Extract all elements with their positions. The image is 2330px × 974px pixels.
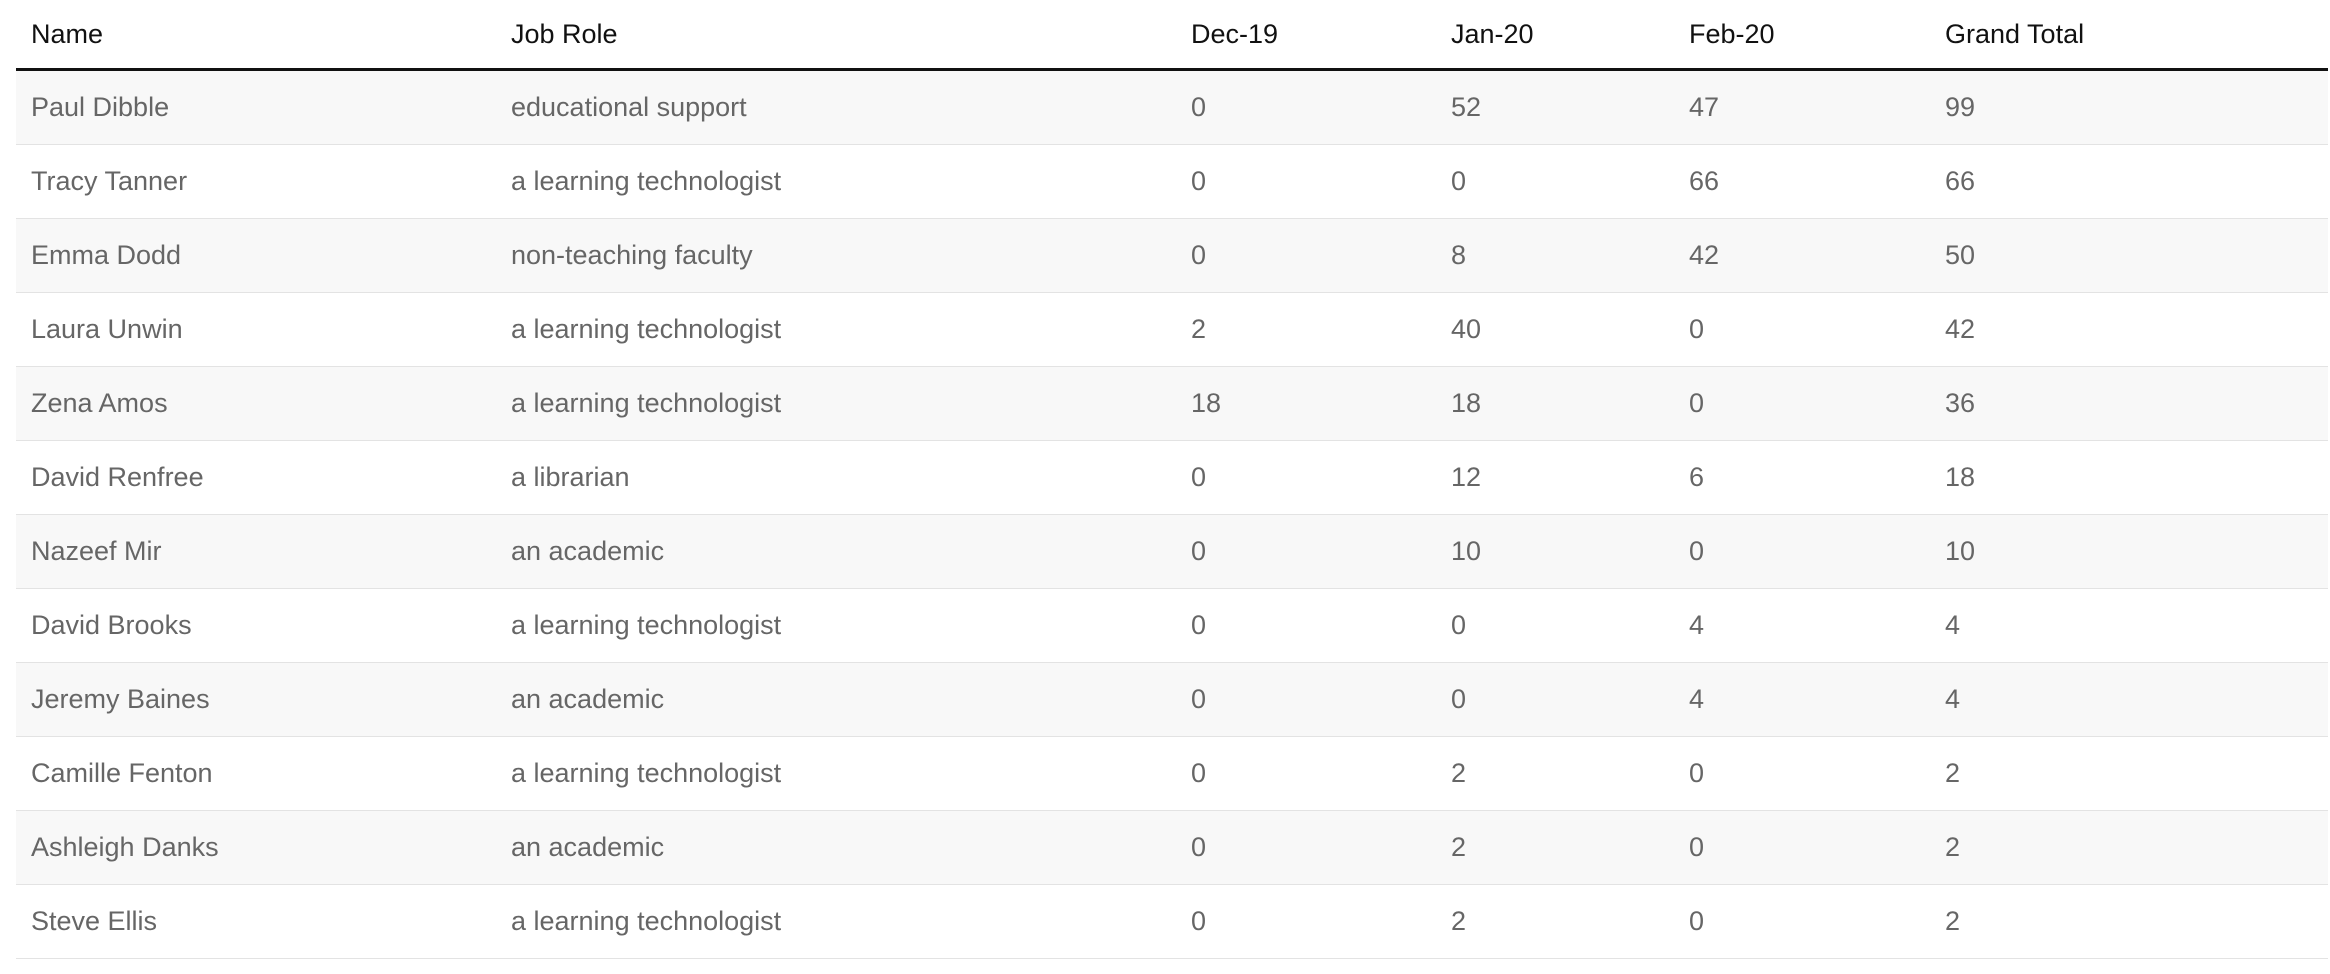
cell-name: David Brooks xyxy=(16,588,496,663)
cell-dec-19: 0 xyxy=(1176,736,1436,811)
cell-dec-19: 0 xyxy=(1176,810,1436,885)
cell-grand-total: 36 xyxy=(1930,366,2328,441)
table-row: Zena Amos a learning technologist 18 18 0 36 xyxy=(16,366,2328,441)
cell-feb-20: 0 xyxy=(1674,514,1930,589)
cell-jan-20: 12 xyxy=(1436,440,1674,515)
column-header-jan-20[interactable]: Jan-20 xyxy=(1436,0,1674,71)
table-row: Tracy Tanner a learning technologist 0 0 66 6… xyxy=(16,144,2328,219)
table-row: Paul Dibble educational support 0 52 47 99 xyxy=(16,69,2328,145)
table-row: Steve Ellis a learning technologist 0 2 0 2 xyxy=(16,884,2328,959)
column-header-dec-19[interactable]: Dec-19 xyxy=(1176,0,1436,71)
cell-feb-20: 0 xyxy=(1674,736,1930,811)
cell-job-role: educational support xyxy=(496,69,1176,145)
cell-feb-20: 0 xyxy=(1674,884,1930,959)
cell-jan-20: 18 xyxy=(1436,366,1674,441)
cell-grand-total: 2 xyxy=(1930,810,2328,885)
cell-grand-total: 2 xyxy=(1930,884,2328,959)
cell-feb-20: 42 xyxy=(1674,218,1930,293)
cell-dec-19: 0 xyxy=(1176,144,1436,219)
cell-feb-20: 0 xyxy=(1674,810,1930,885)
cell-feb-20: 4 xyxy=(1674,588,1930,663)
cell-jan-20: 8 xyxy=(1436,218,1674,293)
cell-grand-total: 10 xyxy=(1930,514,2328,589)
cell-job-role: a learning technologist xyxy=(496,736,1176,811)
column-header-job-role[interactable]: Job Role xyxy=(496,0,1176,71)
cell-job-role: non-teaching faculty xyxy=(496,218,1176,293)
cell-name: Paul Dibble xyxy=(16,69,496,145)
cell-feb-20: 4 xyxy=(1674,662,1930,737)
table-row: Ashleigh Danks an academic 0 2 0 2 xyxy=(16,810,2328,885)
cell-jan-20: 0 xyxy=(1436,588,1674,663)
table-header: Name Job Role Dec-19 Jan-20 Feb-20 Grand… xyxy=(16,0,2328,71)
cell-job-role: an academic xyxy=(496,810,1176,885)
cell-grand-total: 66 xyxy=(1930,144,2328,219)
cell-dec-19: 0 xyxy=(1176,884,1436,959)
cell-jan-20: 2 xyxy=(1436,736,1674,811)
cell-jan-20: 2 xyxy=(1436,884,1674,959)
cell-dec-19: 0 xyxy=(1176,69,1436,145)
cell-job-role: a learning technologist xyxy=(496,588,1176,663)
table-row: Camille Fenton a learning technologist 0 2 0… xyxy=(16,736,2328,811)
column-header-name[interactable]: Name xyxy=(16,0,496,71)
cell-jan-20: 40 xyxy=(1436,292,1674,367)
cell-name: Steve Ellis xyxy=(16,884,496,959)
cell-name: Jeremy Baines xyxy=(16,662,496,737)
cell-grand-total: 4 xyxy=(1930,588,2328,663)
cell-grand-total: 18 xyxy=(1930,440,2328,515)
cell-grand-total: 50 xyxy=(1930,218,2328,293)
cell-name: Ashleigh Danks xyxy=(16,810,496,885)
cell-feb-20: 6 xyxy=(1674,440,1930,515)
table-row: David Brooks a learning technologist 0 0 4 4 xyxy=(16,588,2328,663)
cell-name: Tracy Tanner xyxy=(16,144,496,219)
column-header-grand-total[interactable]: Grand Total xyxy=(1930,0,2328,71)
cell-dec-19: 0 xyxy=(1176,588,1436,663)
cell-name: Camille Fenton xyxy=(16,736,496,811)
cell-job-role: a learning technologist xyxy=(496,884,1176,959)
cell-dec-19: 0 xyxy=(1176,440,1436,515)
cell-name: Zena Amos xyxy=(16,366,496,441)
cell-dec-19: 18 xyxy=(1176,366,1436,441)
cell-job-role: a learning technologist xyxy=(496,292,1176,367)
cell-grand-total: 42 xyxy=(1930,292,2328,367)
table-row: Jeremy Baines an academic 0 0 4 4 xyxy=(16,662,2328,737)
cell-jan-20: 10 xyxy=(1436,514,1674,589)
table-row: Laura Unwin a learning technologist 2 40 0 42 xyxy=(16,292,2328,367)
cell-grand-total: 4 xyxy=(1930,662,2328,737)
table-row: Nazeef Mir an academic 0 10 0 10 xyxy=(16,514,2328,589)
cell-dec-19: 0 xyxy=(1176,218,1436,293)
cell-name: David Renfree xyxy=(16,440,496,515)
header-row: Name Job Role Dec-19 Jan-20 Feb-20 Grand… xyxy=(16,0,2328,71)
cell-name: Nazeef Mir xyxy=(16,514,496,589)
cell-dec-19: 0 xyxy=(1176,514,1436,589)
cell-dec-19: 2 xyxy=(1176,292,1436,367)
cell-dec-19: 0 xyxy=(1176,662,1436,737)
cell-name: Laura Unwin xyxy=(16,292,496,367)
cell-job-role: a learning technologist xyxy=(496,144,1176,219)
table-row: Emma Dodd non-teaching faculty 0 8 42 50 xyxy=(16,218,2328,293)
cell-feb-20: 47 xyxy=(1674,69,1930,145)
cell-job-role: a librarian xyxy=(496,440,1176,515)
cell-jan-20: 0 xyxy=(1436,662,1674,737)
cell-name: Emma Dodd xyxy=(16,218,496,293)
table-row: David Renfree a librarian 0 12 6 18 xyxy=(16,440,2328,515)
cell-feb-20: 66 xyxy=(1674,144,1930,219)
cell-grand-total: 99 xyxy=(1930,69,2328,145)
table-body: Paul Dibble educational support 0 52 47 99 Tra… xyxy=(16,69,2328,959)
cell-feb-20: 0 xyxy=(1674,292,1930,367)
cell-job-role: an academic xyxy=(496,662,1176,737)
cell-jan-20: 0 xyxy=(1436,144,1674,219)
cell-jan-20: 52 xyxy=(1436,69,1674,145)
cell-grand-total: 2 xyxy=(1930,736,2328,811)
data-table: Name Job Role Dec-19 Jan-20 Feb-20 Grand… xyxy=(16,0,2328,959)
cell-jan-20: 2 xyxy=(1436,810,1674,885)
cell-feb-20: 0 xyxy=(1674,366,1930,441)
data-table-container: Name Job Role Dec-19 Jan-20 Feb-20 Grand… xyxy=(16,0,2328,959)
cell-job-role: an academic xyxy=(496,514,1176,589)
cell-job-role: a learning technologist xyxy=(496,366,1176,441)
column-header-feb-20[interactable]: Feb-20 xyxy=(1674,0,1930,71)
